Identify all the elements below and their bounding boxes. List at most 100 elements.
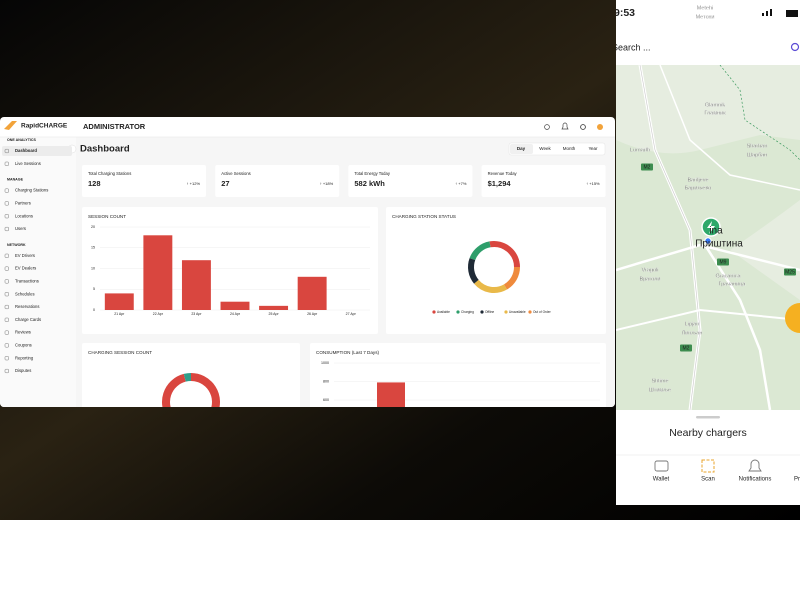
y-tick-label: 0 — [93, 308, 95, 312]
stat-label: Revenue Today — [488, 171, 518, 176]
nav-item[interactable]: Transactions — [15, 279, 39, 284]
tab-label[interactable]: Notifications — [739, 477, 772, 483]
nav-item[interactable]: EV Dealers — [15, 266, 36, 271]
brand: RapidCHARGE — [21, 123, 68, 130]
legend-label: Unavailable — [509, 310, 526, 314]
range-tab[interactable]: Week — [539, 146, 551, 151]
tab-label[interactable]: Pr — [794, 477, 800, 483]
chart-title: CHARGING SESSION COUNT — [88, 350, 152, 355]
nav-icon — [4, 292, 9, 297]
x-tick-label: 23 Apr — [191, 312, 202, 316]
tab-label[interactable]: Scan — [701, 477, 715, 483]
range-tab[interactable]: Month — [563, 146, 576, 151]
stat-label: Total Energy Today — [354, 171, 390, 176]
map-road — [659, 64, 800, 191]
nav-icon — [4, 356, 9, 361]
range-tab[interactable]: Year — [588, 146, 598, 151]
bell-icon[interactable] — [561, 122, 569, 130]
stat-label: Active Sessions — [221, 171, 251, 176]
search-bar[interactable] — [616, 30, 800, 65]
stat-change: ↑ +15% — [586, 181, 600, 186]
nav-icon — [4, 161, 9, 166]
nav-item[interactable]: Locations — [15, 213, 33, 218]
nav-icon — [4, 330, 9, 335]
tab-label[interactable]: Wallet — [653, 477, 670, 483]
stat-label: Total Charging Stations — [88, 171, 131, 176]
place-label: Sharban — [747, 143, 768, 149]
road-shield — [680, 344, 692, 352]
donut-segment — [468, 258, 479, 284]
donut-segment — [183, 373, 192, 382]
search-placeholder[interactable]: Search ... — [612, 42, 651, 52]
avatar[interactable] — [597, 124, 603, 130]
stat-card — [481, 165, 606, 197]
legend-swatch — [504, 310, 508, 314]
x-tick-label: 25 Apr — [269, 312, 280, 316]
legend-label: Out of Order — [533, 310, 552, 314]
map-road-edge — [639, 64, 701, 411]
sheet-handle[interactable] — [696, 416, 720, 419]
wallet-icon[interactable] — [654, 460, 669, 472]
nav-item[interactable]: Charge Cards — [15, 317, 41, 322]
nav-icon — [4, 266, 9, 271]
donut-segment — [469, 241, 491, 261]
nav-item[interactable]: Dashboard — [15, 148, 37, 153]
nav-item[interactable]: Charging Stations — [15, 188, 48, 193]
map-road — [616, 243, 800, 272]
nav-icon — [4, 343, 9, 348]
map-road — [703, 244, 772, 411]
nav-active — [2, 146, 72, 156]
nav-icon — [4, 188, 9, 193]
notification-icon[interactable] — [748, 459, 762, 472]
stat-card — [348, 165, 473, 197]
map-land — [616, 135, 800, 410]
nav-item[interactable]: Reporting — [15, 355, 34, 360]
nav-item[interactable]: Schedules — [15, 291, 35, 296]
bar — [143, 235, 173, 310]
stat-value: $1,294 — [488, 179, 512, 188]
nav-item[interactable]: Reviews — [15, 330, 31, 335]
stat-card — [215, 165, 340, 197]
nav-icon — [4, 253, 9, 258]
search-icon[interactable] — [790, 42, 800, 52]
place-label: Бариљево — [685, 185, 712, 191]
search-icon[interactable] — [544, 124, 550, 130]
nav-icon — [4, 304, 9, 310]
nav-item[interactable]: Coupons — [15, 343, 32, 348]
y-tick-label: 1000 — [321, 361, 329, 365]
status-icons — [762, 9, 798, 17]
legend-swatch — [456, 310, 460, 314]
locate-button[interactable] — [785, 303, 800, 333]
place-label: Graçanica — [715, 273, 741, 279]
nav-item[interactable]: Partners — [15, 201, 31, 206]
legend-label: Offline — [485, 310, 494, 314]
nav-icon — [4, 368, 9, 374]
sidebar — [0, 137, 76, 407]
range-tab[interactable]: Day — [517, 146, 526, 151]
place-label: Штимље — [649, 387, 671, 393]
chart-card — [82, 343, 300, 407]
stat-value: 582 kWh — [354, 179, 385, 188]
donut-segment — [474, 279, 507, 293]
place-label: Shtime — [651, 378, 668, 384]
x-tick-label: 21 Apr — [114, 312, 125, 316]
nav-item[interactable]: EV Drivers — [15, 253, 35, 258]
nav-item[interactable]: Disputes — [15, 368, 31, 373]
stat-change: ↑ +12% — [187, 181, 201, 186]
nav-item[interactable]: Live Sessions — [15, 161, 41, 166]
road-shield — [784, 268, 796, 276]
settings-icon[interactable] — [580, 124, 586, 130]
bar — [220, 301, 250, 310]
place-label: Lumadh — [630, 147, 650, 153]
brand-logo — [4, 121, 17, 130]
nav-item[interactable]: Users — [15, 226, 26, 231]
nav-section: NETWORK — [7, 243, 26, 247]
nav-item[interactable]: Reservations — [15, 304, 39, 309]
legend-label: Available — [437, 310, 450, 314]
place-label: Метохи — [696, 14, 715, 20]
scan-icon[interactable] — [701, 459, 715, 473]
range-active — [510, 144, 533, 154]
nav-icon — [4, 226, 9, 232]
place-label: Glamnik — [705, 102, 725, 108]
